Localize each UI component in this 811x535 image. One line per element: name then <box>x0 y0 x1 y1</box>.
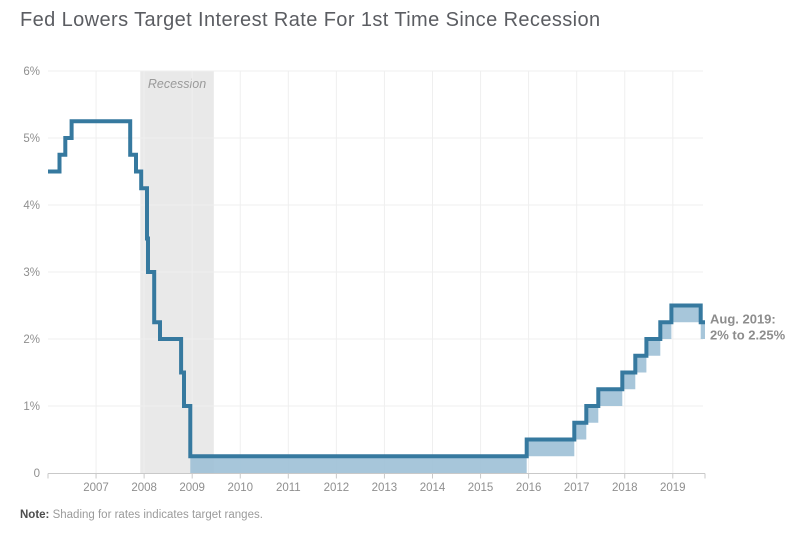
rate-step-line <box>48 119 705 459</box>
annotation-line: Aug. 2019: <box>710 311 776 326</box>
y-axis: 0 1% 2% 3% 4% 5% 6% <box>23 66 40 480</box>
x-tick-label: 2014 <box>420 482 446 494</box>
x-tick-label: 2015 <box>468 482 494 494</box>
y-tick-label: 0 <box>34 468 40 480</box>
x-axis: 2007 2008 2009 2010 2011 2012 2013 2014 2015 2016… <box>47 473 706 494</box>
x-tick-label: 2011 <box>276 482 301 494</box>
y-tick-label: 6% <box>23 66 40 78</box>
x-tick-label: 2018 <box>612 482 638 494</box>
y-tick-label: 4% <box>23 200 40 212</box>
x-tick-label: 2016 <box>516 482 542 494</box>
gridlines <box>48 70 703 473</box>
annotation-line: 2% to 2.25% <box>710 327 786 342</box>
recession-label: Recession <box>148 77 206 91</box>
y-tick-label: 3% <box>23 267 40 279</box>
chart-title: Fed Lowers Target Interest Rate For 1st … <box>20 9 601 31</box>
footnote-text: Shading for rates indicates target range… <box>49 509 263 521</box>
target-range-band <box>190 305 706 473</box>
x-tick-label: 2007 <box>83 482 109 494</box>
x-tick-label: 2012 <box>324 482 350 494</box>
x-tick-label: 2008 <box>131 482 157 494</box>
chart-footnote: Note: Shading for rates indicates target… <box>20 509 263 521</box>
x-tick-label: 2010 <box>227 482 253 494</box>
x-tick-label: 2019 <box>660 482 686 494</box>
footnote-label: Note: <box>20 509 50 521</box>
y-tick-label: 2% <box>23 334 40 346</box>
x-tick-label: 2017 <box>564 482 590 494</box>
latest-rate-annotation: Aug. 2019:2% to 2.25% <box>710 311 786 342</box>
y-tick-label: 5% <box>23 133 40 145</box>
x-tick-label: 2013 <box>372 482 398 494</box>
x-tick-label: 2009 <box>179 482 205 494</box>
y-tick-label: 1% <box>23 401 40 413</box>
